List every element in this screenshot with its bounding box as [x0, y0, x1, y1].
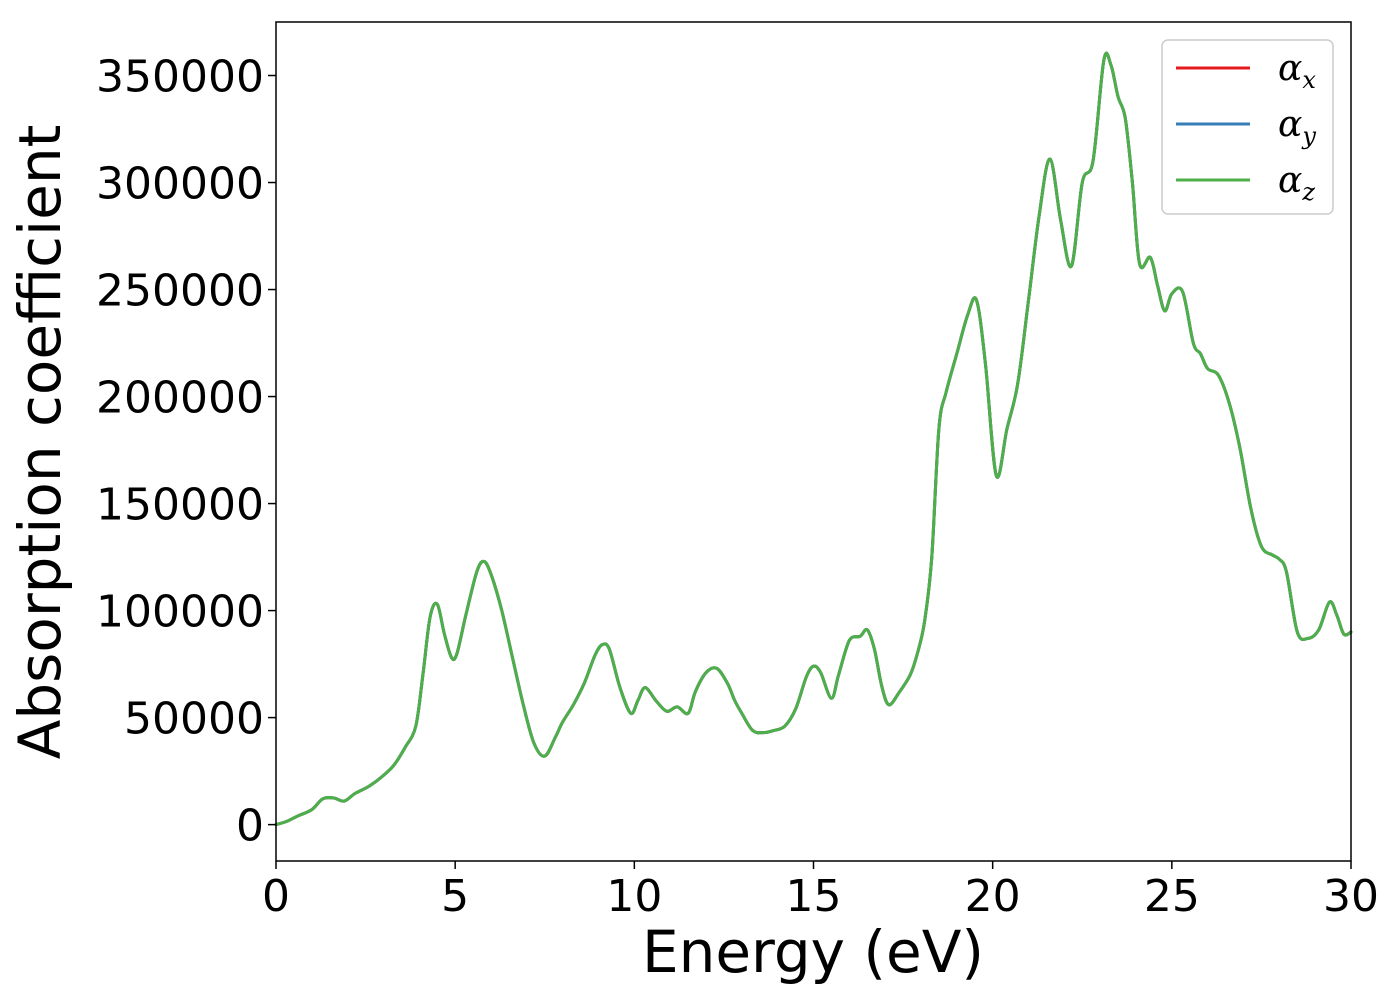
x-axis-ticks: 0 5 10 15 20 25 30	[262, 861, 1379, 922]
x-tick-label: 30	[1323, 871, 1379, 922]
x-tick-label: 0	[262, 871, 290, 922]
y-tick-label: 300000	[96, 159, 264, 210]
x-tick-label: 15	[786, 871, 842, 922]
series-line-z	[274, 51, 1353, 827]
x-tick-label: 10	[606, 871, 662, 922]
legend-box	[1161, 39, 1334, 215]
legend: αx αy αz	[1161, 39, 1334, 215]
x-tick-label: 20	[965, 871, 1021, 922]
y-tick-label: 150000	[96, 480, 264, 531]
legend-label-y: αy	[1278, 104, 1316, 150]
y-tick-label: 350000	[96, 52, 264, 103]
legend-label-x: αx	[1278, 48, 1316, 94]
x-tick-label: 5	[441, 871, 469, 922]
y-tick-label: 50000	[124, 694, 264, 745]
y-tick-label: 100000	[96, 587, 264, 638]
y-axis-ticks: 0 50000 100000 150000 200000 250000 300000 3500…	[96, 52, 276, 852]
y-axis-title: Absorption coefficient	[6, 125, 74, 760]
y-tick-label: 0	[236, 801, 264, 852]
series-lines	[274, 51, 1353, 827]
y-tick-label: 200000	[96, 373, 264, 424]
legend-label-z: αz	[1278, 160, 1315, 206]
y-tick-label: 250000	[96, 266, 264, 317]
x-tick-label: 25	[1144, 871, 1200, 922]
x-axis-title: Energy (eV)	[642, 918, 984, 986]
